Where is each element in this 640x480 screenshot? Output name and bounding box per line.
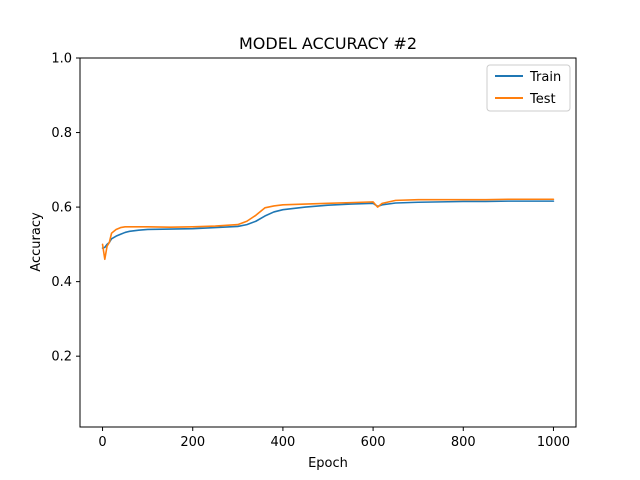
x-tick-label: 600	[361, 435, 386, 450]
x-axis-ticks: 0 200 400 600 800 1000	[98, 427, 570, 450]
y-tick-label: 1.0	[51, 52, 72, 67]
series-line-train	[101, 200, 555, 249]
y-tick-label: 0.6	[51, 201, 72, 216]
y-tick-label: 0.8	[51, 126, 72, 141]
chart-title: MODEL ACCURACY #2	[239, 34, 417, 53]
axes-frame	[79, 57, 577, 428]
y-tick-label: 0.4	[51, 275, 72, 290]
plot-area	[101, 198, 555, 261]
legend-label-train: Train	[529, 70, 561, 85]
legend: Train Test	[486, 64, 571, 112]
x-tick-label: 1000	[537, 435, 570, 450]
x-tick-label: 200	[180, 435, 205, 450]
series-line-test	[101, 198, 555, 261]
legend-label-test: Test	[529, 92, 556, 107]
x-tick-label: 400	[270, 435, 295, 450]
y-axis-ticks: 0.2 0.4 0.6 0.8 1.0	[51, 52, 80, 365]
x-tick-label: 0	[98, 435, 106, 450]
y-axis-label: Accuracy	[29, 212, 44, 272]
x-tick-label: 800	[451, 435, 476, 450]
x-axis-label: Epoch	[308, 456, 348, 471]
y-tick-label: 0.2	[51, 350, 72, 365]
